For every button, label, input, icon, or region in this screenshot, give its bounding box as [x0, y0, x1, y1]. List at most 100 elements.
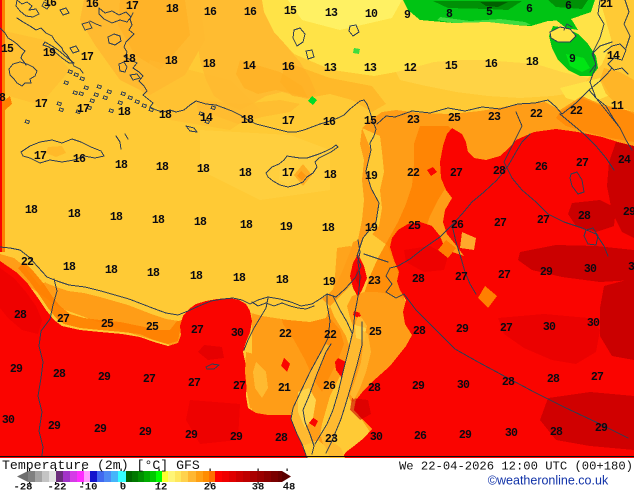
svg-text:19: 19 [365, 170, 378, 183]
svg-text:11: 11 [611, 100, 624, 113]
svg-text:22: 22 [530, 108, 543, 121]
svg-text:12: 12 [404, 62, 417, 75]
svg-text:16: 16 [204, 6, 217, 19]
svg-text:16: 16 [86, 0, 99, 11]
svg-text:26: 26 [323, 380, 336, 393]
svg-text:6: 6 [565, 0, 572, 13]
svg-text:3: 3 [628, 261, 634, 274]
svg-text:29: 29 [10, 363, 23, 376]
svg-text:18: 18 [25, 204, 38, 217]
svg-text:28: 28 [547, 373, 560, 386]
svg-text:22: 22 [21, 256, 34, 269]
svg-text:18: 18 [241, 114, 254, 127]
svg-text:25: 25 [101, 318, 114, 331]
svg-text:8: 8 [446, 8, 453, 21]
svg-text:27: 27 [455, 271, 468, 284]
svg-text:27: 27 [450, 167, 463, 180]
svg-text:30: 30 [2, 414, 15, 427]
svg-text:24: 24 [618, 154, 631, 167]
svg-text:16: 16 [44, 0, 57, 10]
svg-text:18: 18 [322, 222, 335, 235]
svg-text:29: 29 [230, 431, 243, 444]
svg-text:28: 28 [14, 309, 27, 322]
svg-text:18: 18 [166, 3, 179, 16]
svg-text:18: 18 [194, 216, 207, 229]
svg-text:48: 48 [283, 482, 296, 490]
svg-text:18: 18 [197, 163, 210, 176]
svg-text:18: 18 [118, 106, 131, 119]
svg-text:17: 17 [35, 98, 48, 111]
svg-text:18: 18 [203, 58, 216, 71]
svg-text:29: 29 [48, 420, 61, 433]
svg-text:27: 27 [576, 157, 589, 170]
svg-text:29: 29 [623, 206, 634, 219]
svg-text:23: 23 [368, 275, 381, 288]
svg-text:23: 23 [325, 433, 338, 446]
svg-text:18: 18 [239, 167, 252, 180]
svg-text:18: 18 [115, 159, 128, 172]
svg-text:-22: -22 [48, 482, 67, 490]
svg-text:22: 22 [324, 329, 337, 342]
svg-text:21: 21 [600, 0, 613, 11]
svg-text:28: 28 [493, 165, 506, 178]
svg-text:18: 18 [526, 56, 539, 69]
svg-text:9: 9 [569, 53, 576, 66]
svg-text:29: 29 [98, 371, 111, 384]
svg-text:27: 27 [498, 269, 511, 282]
svg-text:27: 27 [188, 377, 201, 390]
svg-text:27: 27 [143, 373, 156, 386]
svg-text:30: 30 [587, 317, 600, 330]
svg-text:29: 29 [94, 423, 107, 436]
svg-text:26: 26 [451, 219, 464, 232]
svg-text:Temperature (2m) [°C] GFS: Temperature (2m) [°C] GFS [2, 458, 200, 473]
svg-text:18: 18 [165, 55, 178, 68]
svg-text:28: 28 [53, 368, 66, 381]
svg-text:17: 17 [282, 115, 295, 128]
svg-text:16: 16 [282, 61, 295, 74]
svg-text:29: 29 [412, 380, 425, 393]
svg-text:25: 25 [408, 220, 421, 233]
svg-text:15: 15 [284, 5, 297, 18]
svg-text:18: 18 [324, 169, 337, 182]
svg-text:18: 18 [110, 211, 123, 224]
svg-text:26: 26 [535, 161, 548, 174]
svg-text:27: 27 [57, 313, 70, 326]
svg-text:30: 30 [543, 321, 556, 334]
svg-text:28: 28 [412, 273, 425, 286]
svg-text:29: 29 [459, 429, 472, 442]
svg-text:30: 30 [457, 379, 470, 392]
svg-text:-28: -28 [14, 482, 33, 490]
svg-text:18: 18 [159, 109, 172, 122]
svg-text:30: 30 [584, 263, 597, 276]
svg-text:28: 28 [502, 376, 515, 389]
svg-text:5: 5 [486, 6, 493, 19]
svg-text:28: 28 [413, 325, 426, 338]
svg-text:18: 18 [123, 53, 136, 66]
svg-text:6: 6 [526, 3, 533, 16]
svg-text:16: 16 [244, 6, 257, 19]
svg-text:30: 30 [505, 427, 518, 440]
svg-text:25: 25 [448, 112, 461, 125]
svg-text:22: 22 [570, 105, 583, 118]
svg-text:27: 27 [233, 380, 246, 393]
svg-text:30: 30 [231, 327, 244, 340]
svg-text:16: 16 [73, 153, 86, 166]
svg-text:25: 25 [146, 321, 159, 334]
svg-text:13: 13 [325, 7, 338, 20]
svg-text:14: 14 [200, 112, 213, 125]
svg-text:26: 26 [204, 482, 217, 490]
svg-text:29: 29 [595, 422, 608, 435]
svg-text:18: 18 [63, 261, 76, 274]
svg-text:25: 25 [369, 326, 382, 339]
svg-text:©weatheronline.co.uk: ©weatheronline.co.uk [488, 474, 609, 488]
svg-text:We 22-04-2026 12:00 UTC (00+18: We 22-04-2026 12:00 UTC (00+180) [399, 460, 633, 474]
svg-text:19: 19 [323, 276, 336, 289]
svg-text:38: 38 [252, 482, 265, 490]
svg-text:27: 27 [494, 217, 507, 230]
svg-text:29: 29 [540, 266, 553, 279]
svg-text:19: 19 [365, 222, 378, 235]
svg-text:15: 15 [445, 60, 458, 73]
svg-text:15: 15 [364, 115, 377, 128]
svg-text:15: 15 [1, 43, 14, 56]
svg-text:29: 29 [456, 323, 469, 336]
